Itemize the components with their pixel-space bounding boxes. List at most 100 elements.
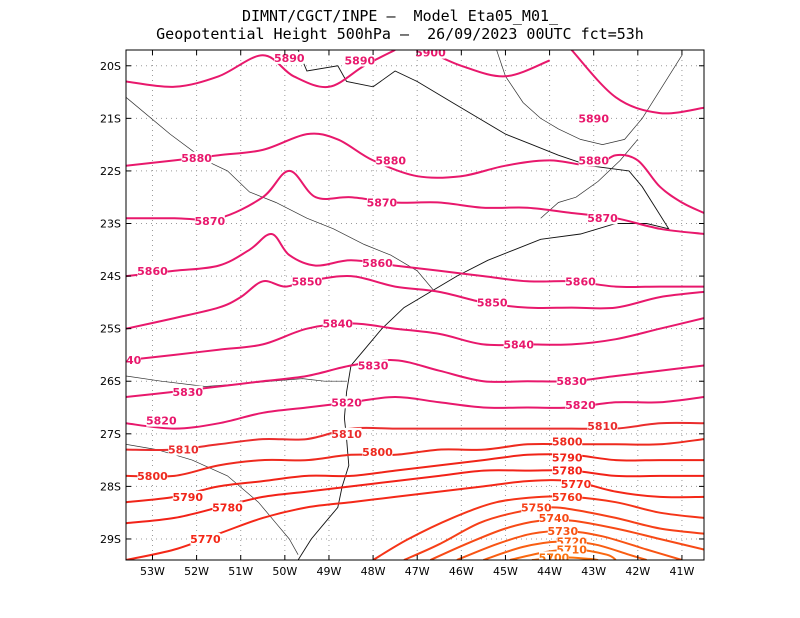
contour-label: 5760 xyxy=(552,491,583,504)
contour-label-bg xyxy=(362,446,393,459)
contour-line-5860 xyxy=(126,233,704,288)
contour-label-bg xyxy=(538,511,569,524)
x-tick-label: 52W xyxy=(184,565,209,578)
x-tick-label: 48W xyxy=(361,565,386,578)
x-tick-label: 50W xyxy=(272,565,297,578)
contour-label-bg xyxy=(190,532,221,545)
contour-label-bg xyxy=(561,477,592,490)
contour-label: 5780 xyxy=(552,465,583,478)
chart-title-line2: Geopotential Height 500hPa – 26/09/2023 … xyxy=(156,25,644,43)
contour-label-bg xyxy=(366,196,397,209)
contour-label-bg xyxy=(172,385,203,398)
contour-line-5780 xyxy=(126,469,704,525)
contour-label-bg xyxy=(362,256,393,269)
contour-label: 5780 xyxy=(212,501,243,514)
contour-label: 5840 xyxy=(503,338,534,351)
contour-label: 5810 xyxy=(587,420,618,433)
contour-label: 5770 xyxy=(561,478,592,491)
contour-label: 5770 xyxy=(190,533,221,546)
contour-label: 5850 xyxy=(477,296,508,309)
axis-ticks: 53W 52W 51W 50W 49W 48W 47W 46W 45W 44W 43W 42W 41W 2… xyxy=(100,50,704,578)
contour-label: 5830 xyxy=(172,386,203,399)
contour-label-bg xyxy=(146,414,177,427)
contour-label-bg xyxy=(322,317,353,330)
x-tick-label: 47W xyxy=(405,565,430,578)
contour-lines xyxy=(126,50,704,560)
contour-line-5880 xyxy=(126,132,704,214)
contour-label-bg xyxy=(552,464,583,477)
y-tick-label: 27S xyxy=(100,428,121,441)
contour-label: 5860 xyxy=(362,257,393,270)
contour-label: 5870 xyxy=(367,196,398,209)
x-tick-label: 51W xyxy=(228,565,253,578)
contour-label: 5800 xyxy=(552,436,583,449)
contour-label-bg xyxy=(565,398,596,411)
contour-label: 5880 xyxy=(181,152,212,165)
contour-label-bg xyxy=(168,443,199,456)
contour-label-bg xyxy=(331,396,362,409)
contour-label-bg xyxy=(552,435,583,448)
x-tick-label: 44W xyxy=(537,565,562,578)
contour-label-bg xyxy=(521,501,552,514)
contour-label-bg xyxy=(291,275,322,288)
x-tick-label: 46W xyxy=(449,565,474,578)
contour-label-bg xyxy=(181,151,212,164)
x-tick-label: 45W xyxy=(493,565,518,578)
contour-label: 5810 xyxy=(331,428,362,441)
contour-label-bg xyxy=(344,54,375,67)
y-tick-label: 20S xyxy=(100,60,121,73)
contour-label-bg xyxy=(375,154,406,167)
map-outlines xyxy=(126,50,683,560)
contour-label-bg xyxy=(194,214,225,227)
y-tick-label: 25S xyxy=(100,323,121,336)
contour-label-bg xyxy=(587,419,618,432)
contour-label: 5870 xyxy=(587,212,618,225)
contour-line-5840 xyxy=(126,317,704,362)
contour-label-bg xyxy=(212,501,243,514)
x-tick-label: 53W xyxy=(140,565,165,578)
contour-label: 5700 xyxy=(539,551,570,564)
contour-label-bg xyxy=(538,551,569,560)
contour-label: 5860 xyxy=(137,265,168,278)
contour-label: 5820 xyxy=(146,415,177,428)
state-border xyxy=(540,139,639,219)
contour-label: 5740 xyxy=(539,512,570,525)
contour-label-bg xyxy=(587,212,618,225)
contour-line-5820 xyxy=(126,396,704,430)
contour-label: 5790 xyxy=(552,451,583,464)
contour-label: 5800 xyxy=(362,446,393,459)
contour-line-5790 xyxy=(126,453,704,504)
contour-label: 5830 xyxy=(358,359,389,372)
contour-label-bg xyxy=(415,50,446,59)
contour-label-bg xyxy=(552,490,583,503)
contour-label-bg xyxy=(547,525,578,538)
x-tick-label: 41W xyxy=(670,565,695,578)
y-tick-label: 26S xyxy=(100,375,121,388)
contour-label-bg xyxy=(565,275,596,288)
contour-label: 5750 xyxy=(521,501,552,514)
contour-label: 5820 xyxy=(565,399,596,412)
contour-line-5830 xyxy=(126,359,704,398)
contour-label: 5890 xyxy=(274,52,305,65)
gridlines xyxy=(126,50,704,560)
contour-label: 5840 xyxy=(322,317,353,330)
contour-label-bg xyxy=(331,427,362,440)
y-tick-label: 29S xyxy=(100,533,121,546)
contour-label: 5890 xyxy=(578,112,609,125)
contour-label: 5730 xyxy=(547,525,578,538)
contour-line-5800 xyxy=(126,438,704,478)
contour-label-bg xyxy=(172,490,203,503)
contour-label: 5790 xyxy=(172,491,203,504)
contour-label: 5890 xyxy=(345,55,376,68)
contour-label: 5870 xyxy=(195,215,226,228)
contour-label-bg xyxy=(126,354,141,367)
contour-label: 5840 xyxy=(111,354,142,367)
contour-line-5890 xyxy=(570,50,704,115)
contour-label-bg xyxy=(552,451,583,464)
contour-label: 5810 xyxy=(168,444,199,457)
plot-frame xyxy=(125,49,705,561)
x-tick-label: 49W xyxy=(317,565,342,578)
contour-label: 5900 xyxy=(415,47,446,60)
contour-line-5770 xyxy=(126,479,704,560)
